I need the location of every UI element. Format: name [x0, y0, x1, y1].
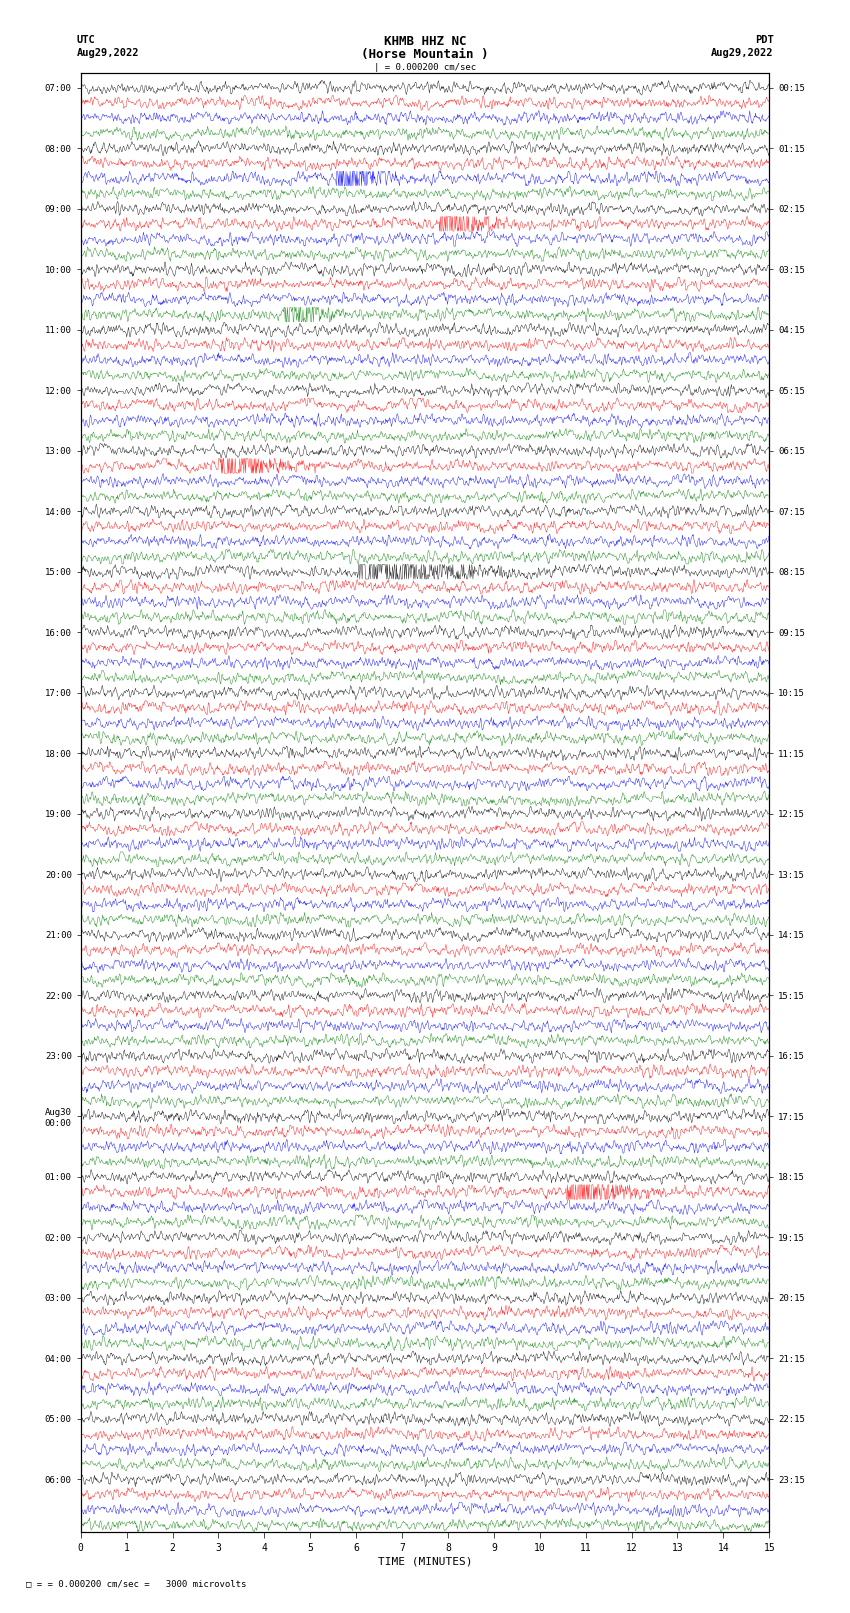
Text: □ = = 0.000200 cm/sec =   3000 microvolts: □ = = 0.000200 cm/sec = 3000 microvolts: [26, 1579, 246, 1589]
Text: Aug29,2022: Aug29,2022: [76, 48, 139, 58]
Text: (Horse Mountain ): (Horse Mountain ): [361, 48, 489, 61]
Text: KHMB HHZ NC: KHMB HHZ NC: [383, 35, 467, 48]
Text: UTC: UTC: [76, 35, 95, 45]
X-axis label: TIME (MINUTES): TIME (MINUTES): [377, 1557, 473, 1566]
Text: PDT: PDT: [755, 35, 774, 45]
Text: | = 0.000200 cm/sec: | = 0.000200 cm/sec: [374, 63, 476, 73]
Text: Aug29,2022: Aug29,2022: [711, 48, 774, 58]
